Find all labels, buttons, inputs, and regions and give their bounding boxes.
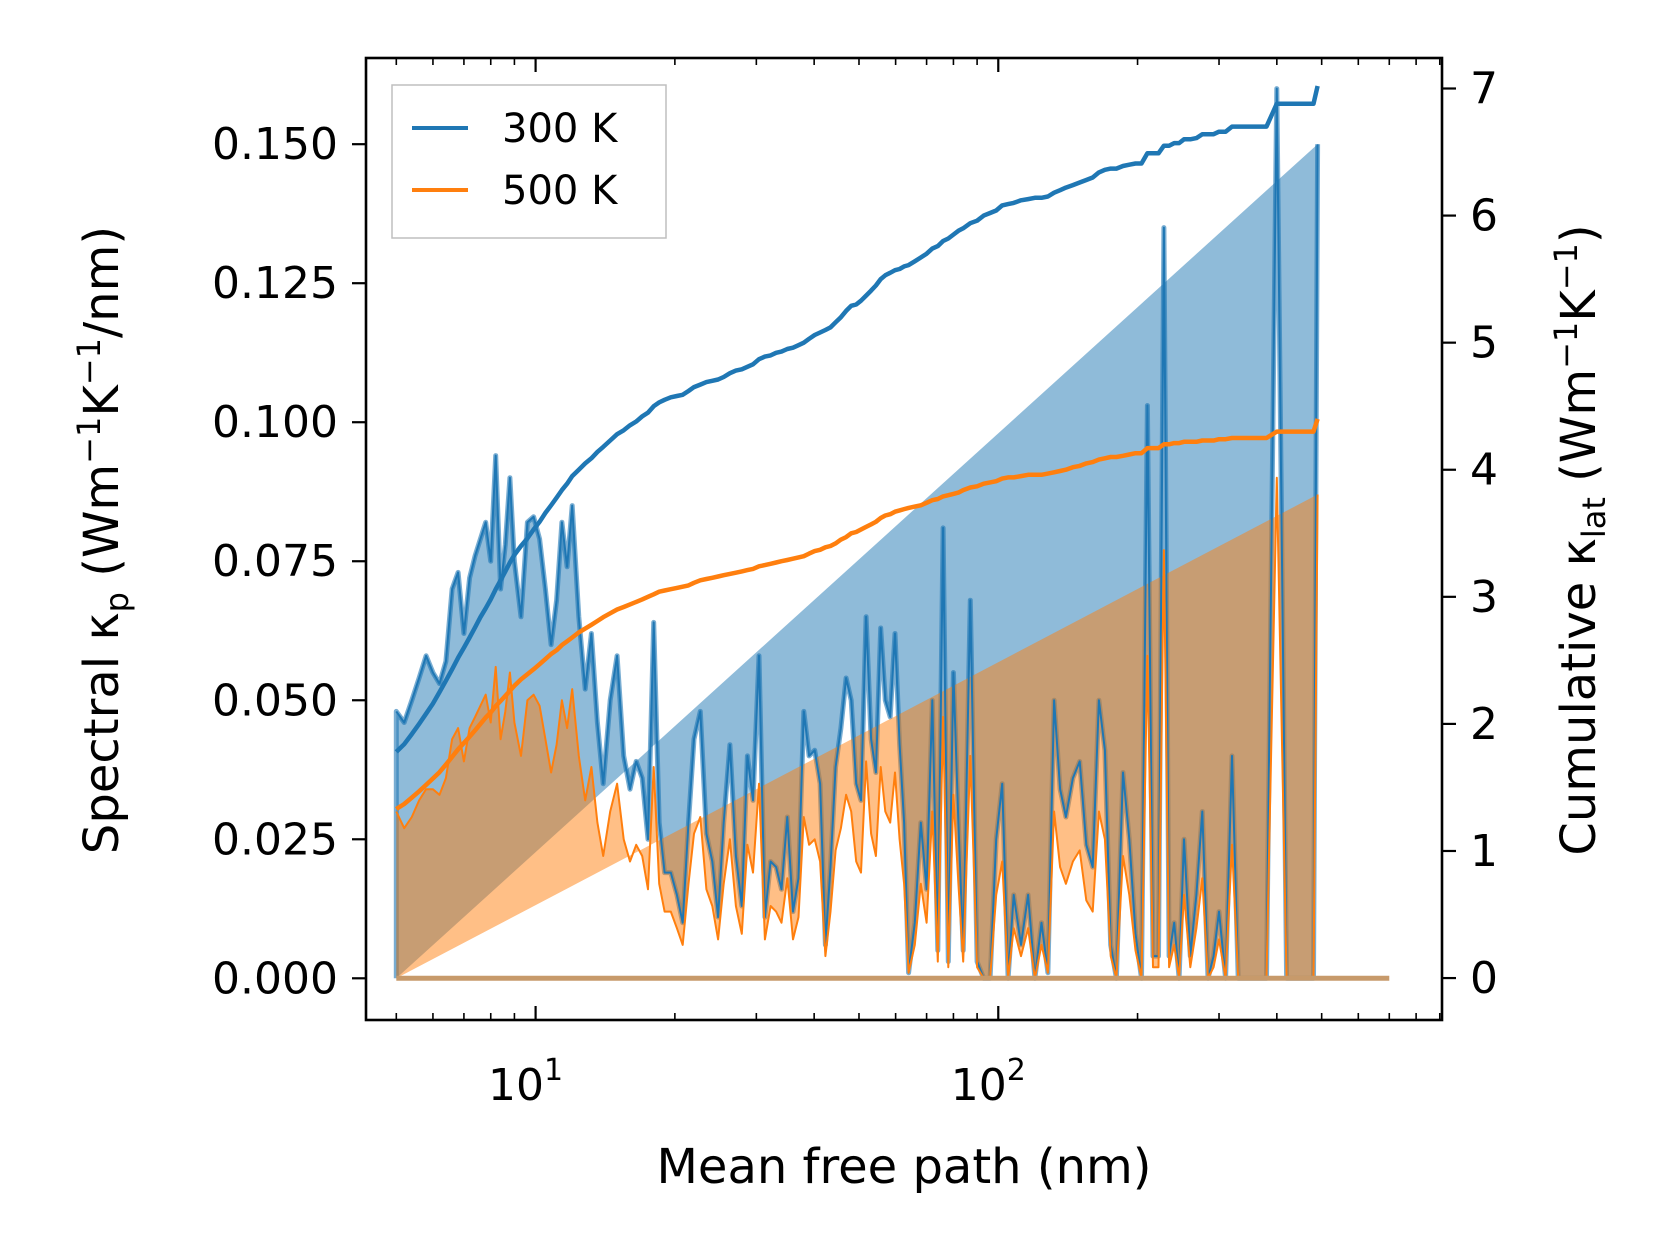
y-left-tick-label: 0.000 xyxy=(212,953,338,1004)
y-left-tick-label: 0.150 xyxy=(212,119,338,170)
y-left-tick-label: 0.050 xyxy=(212,675,338,726)
y-left-tick-label: 0.075 xyxy=(212,536,338,587)
legend-label-300k: 300 K xyxy=(502,106,619,152)
x-tick-label: 102 xyxy=(951,1053,1026,1111)
x-tick-label: 101 xyxy=(488,1053,563,1111)
y-right-tick-label: 1 xyxy=(1470,826,1498,877)
cumulative-line-300k xyxy=(394,85,1320,754)
y-right-tick-label: 3 xyxy=(1470,572,1498,623)
y-axis-label-left: Spectral κp (Wm−1K−1/nm) xyxy=(70,226,136,854)
y-right-tick-label: 7 xyxy=(1470,63,1498,114)
y-right-tick-label: 6 xyxy=(1470,191,1498,242)
legend-box xyxy=(391,84,667,239)
y-right-tick-label: 0 xyxy=(1470,953,1498,1004)
plot-frame xyxy=(364,56,1444,1022)
y-left-tick-label: 0.100 xyxy=(212,397,338,448)
y-right-tick-label: 2 xyxy=(1470,699,1498,750)
y-left-tick-label: 0.025 xyxy=(212,814,338,865)
legend-label-500k: 500 K xyxy=(502,168,619,214)
x-axis-label: Mean free path (nm) xyxy=(657,1139,1152,1195)
spectral-line-500k xyxy=(395,476,1319,980)
y-right-tick-label: 5 xyxy=(1470,318,1498,369)
y-left-tick-label: 0.125 xyxy=(212,258,338,309)
cumulative-line-500k xyxy=(395,418,1320,811)
ticks-layer: 101 1020.0000.0250.0500.0750.1000.1250.15… xyxy=(212,58,1498,1111)
y-right-tick-label: 4 xyxy=(1470,445,1498,496)
series-layer xyxy=(393,85,1390,981)
legend: 300 K 500 K xyxy=(391,84,667,239)
y-axis-label-right: Cumulative κlat (Wm−1K−1) xyxy=(1547,224,1613,855)
